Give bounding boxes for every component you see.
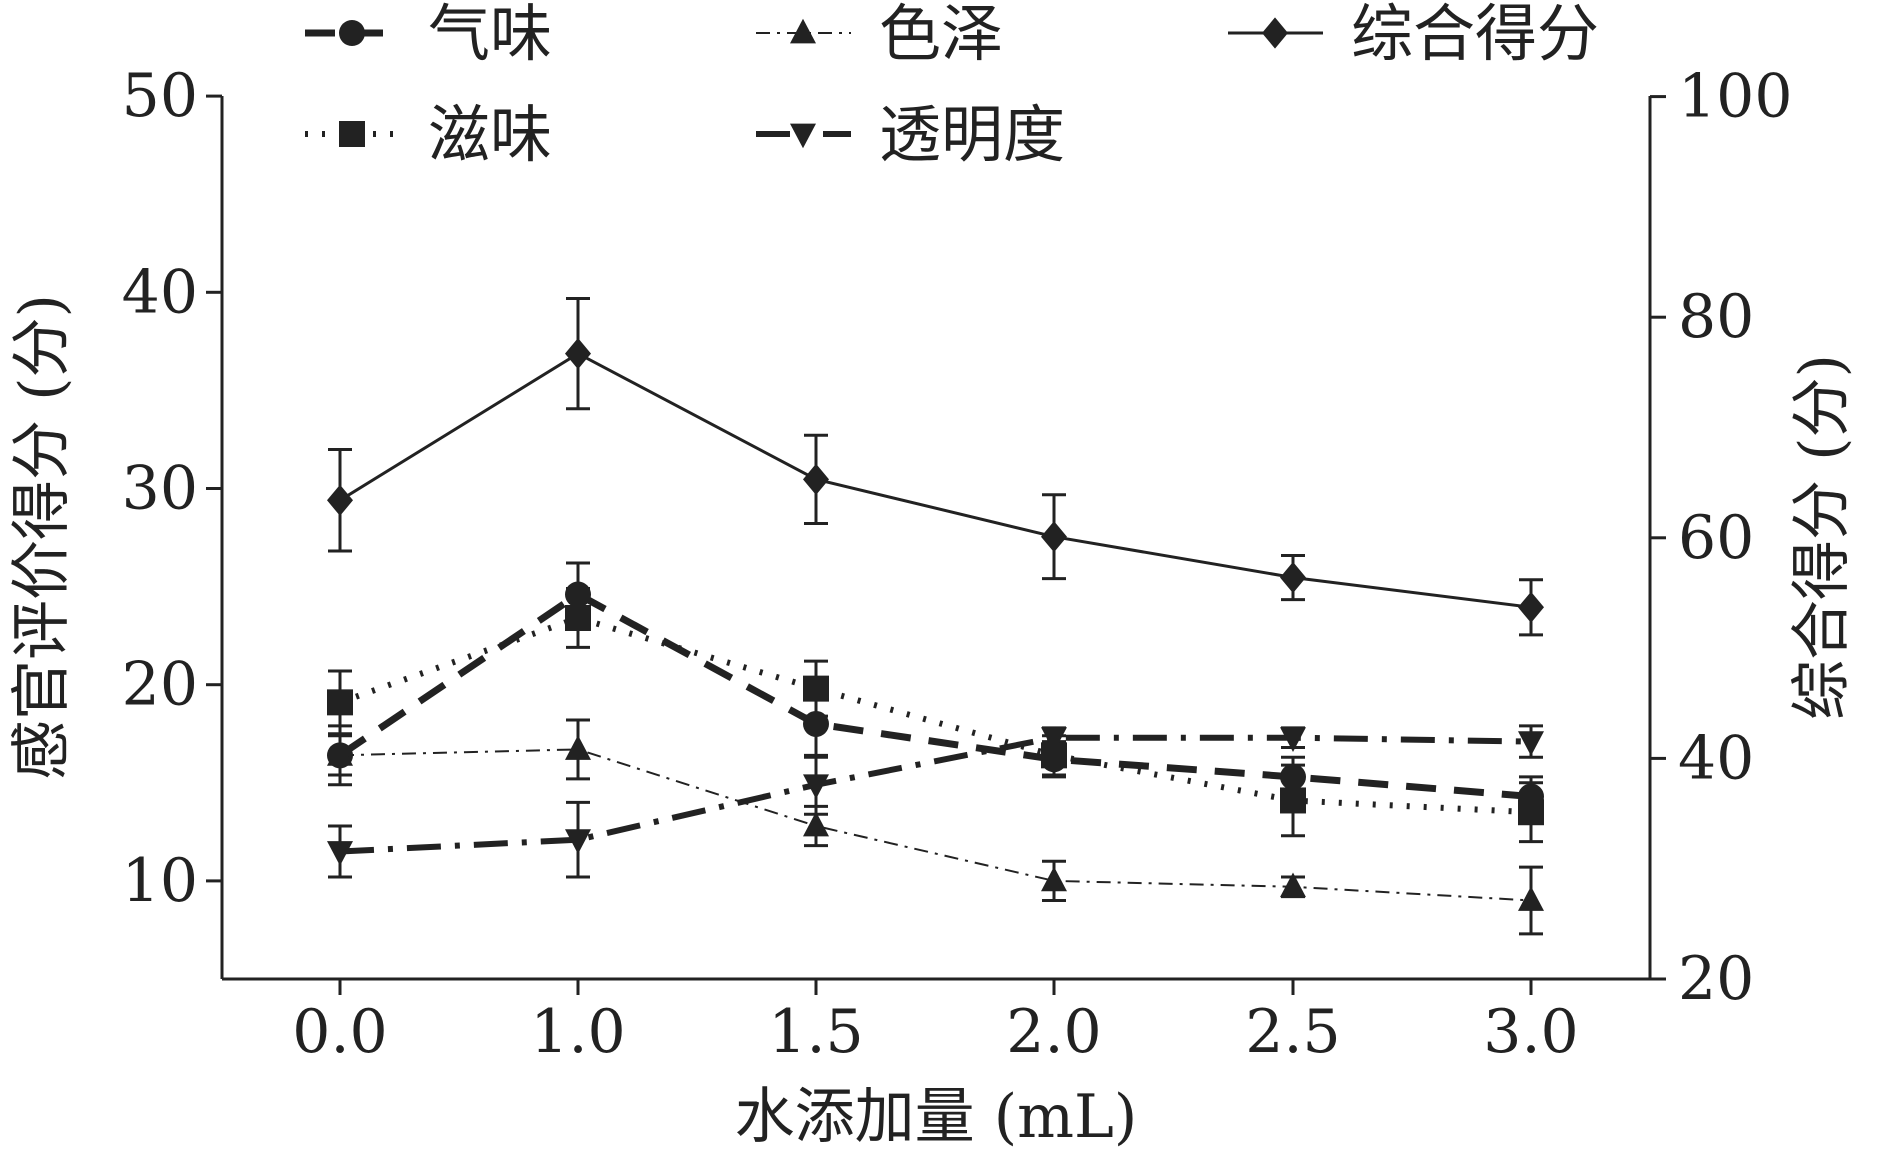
- x-tick-label: 2.5: [1245, 997, 1340, 1067]
- y-axis-title-left: 感官评价得分 (分): [7, 294, 77, 780]
- y-tick-label-left: 10: [122, 846, 198, 916]
- data-point: [1041, 521, 1067, 553]
- data-point: [803, 463, 829, 495]
- data-point: [1518, 886, 1544, 911]
- series-0: [327, 561, 1544, 818]
- y-ticks-right: 20 40 60 80 100: [1650, 62, 1793, 1014]
- series-1: [327, 718, 1544, 936]
- data-point: [1041, 866, 1067, 892]
- legend-label: 气味: [428, 0, 552, 70]
- legend-label: 滋味: [428, 98, 552, 171]
- legend-marker: [790, 18, 816, 44]
- series-4: [327, 724, 1544, 879]
- series-line: [339, 734, 1532, 855]
- x-tick-label: 3.0: [1483, 997, 1578, 1067]
- series-line: [338, 614, 1532, 816]
- data-point: [1518, 591, 1544, 623]
- y-tick-label-left: 50: [122, 61, 198, 131]
- data-point: [1518, 731, 1544, 756]
- data-point: [1280, 561, 1306, 594]
- axes: 0.0 1.0 1.5 2.0 2.5 3.0 10 20 30 40 50 20 40 60 80 10…: [122, 61, 1793, 1067]
- data-point: [1280, 787, 1306, 814]
- x-tick-label: 1.0: [530, 997, 625, 1067]
- x-ticks: 0.0 1.0 1.5 2.0 2.5 3.0: [292, 979, 1579, 1067]
- series-2: [327, 296, 1544, 637]
- y-tick-label-left: 40: [122, 257, 198, 327]
- data-point: [803, 811, 829, 837]
- y-tick-label-left: 30: [122, 454, 198, 524]
- y-ticks-left: 10 20 30 40 50: [122, 61, 222, 916]
- series-line: [339, 351, 1532, 609]
- y-axis-title-right: 综合得分 (分): [1787, 354, 1857, 720]
- data-point: [1280, 872, 1306, 898]
- legend-label: 色泽: [879, 0, 1003, 70]
- y-tick-label-right: 100: [1678, 62, 1793, 132]
- series-line: [338, 590, 1532, 800]
- series-line: [339, 748, 1532, 902]
- x-tick-label: 2.0: [1006, 997, 1101, 1067]
- plot-area: [327, 296, 1544, 936]
- data-point: [1041, 727, 1067, 752]
- data-point: [327, 484, 353, 516]
- legend-marker: [339, 121, 365, 147]
- data-point: [803, 774, 829, 800]
- legend-label: 综合得分: [1351, 0, 1599, 70]
- y-tick-label-right: 20: [1678, 944, 1754, 1014]
- data-point: [1280, 727, 1306, 752]
- data-point: [327, 741, 353, 766]
- data-point: [565, 337, 591, 370]
- y-tick-label-right: 80: [1678, 282, 1754, 352]
- y-tick-label-right: 40: [1678, 723, 1754, 793]
- data-point: [565, 829, 591, 854]
- x-tick-label: 1.5: [768, 997, 863, 1067]
- y-tick-label-right: 60: [1678, 503, 1754, 573]
- legend-label: 透明度: [879, 98, 1065, 171]
- data-point: [327, 689, 353, 716]
- x-tick-label: 0.0: [292, 997, 387, 1067]
- y-tick-label-left: 20: [122, 650, 198, 720]
- series-3: [327, 587, 1544, 844]
- data-point: [565, 735, 591, 760]
- data-point: [327, 841, 353, 866]
- legend-marker: [790, 123, 816, 149]
- legend-marker: [339, 20, 365, 46]
- legend-marker: [1262, 17, 1288, 49]
- data-point: [803, 675, 829, 702]
- data-point: [1518, 799, 1544, 826]
- data-point: [565, 604, 591, 631]
- x-axis-title: 水添加量 (mL): [735, 1082, 1138, 1152]
